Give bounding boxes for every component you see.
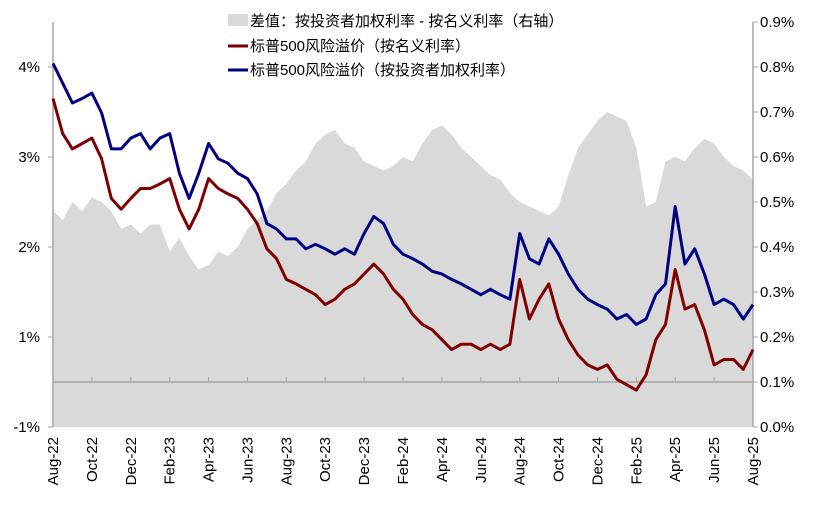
- x-tick-label: Aug-23: [278, 437, 295, 485]
- x-tick-label: Jun-25: [706, 437, 723, 483]
- area-layer: [53, 112, 753, 427]
- right-tick-label: 0.4%: [760, 239, 794, 256]
- legend-label-nominal: 标普500风险溢价（按名义利率）: [250, 38, 470, 55]
- spread-area: [53, 112, 753, 427]
- left-tick-label: 4%: [18, 59, 40, 76]
- x-tick-label: Feb-25: [628, 437, 645, 485]
- x-tick-label: Feb-23: [162, 437, 179, 485]
- x-tick-label: Aug-24: [512, 437, 529, 485]
- x-tick-label: Oct-22: [84, 437, 101, 482]
- x-tick-label: Jun-24: [473, 437, 490, 483]
- x-tick-label: Jun-23: [239, 437, 256, 483]
- x-tick-label: Feb-24: [395, 437, 412, 485]
- right-tick-label: 0.1%: [760, 374, 794, 391]
- right-tick-label: 0.2%: [760, 329, 794, 346]
- x-tick-label: Oct-24: [551, 437, 568, 482]
- right-tick-label: 0.0%: [760, 419, 794, 436]
- weighted-rate-line: [51, 62, 755, 326]
- left-tick-label: -1%: [13, 419, 40, 436]
- left-tick-label: 1%: [18, 329, 40, 346]
- legend-swatch-spread: [228, 14, 248, 26]
- right-tick-label: 0.9%: [760, 14, 794, 31]
- x-tick-label: Dec-23: [356, 437, 373, 485]
- line-layer: [51, 62, 755, 392]
- right-tick-label: 0.6%: [760, 149, 794, 166]
- x-tick-label: Apr-23: [201, 437, 218, 482]
- axes-layer: 4% 3% 2% 1% -1% 0.9% 0.8% 0.7% 0.6% 0.5% 0.4% 0.3% 0…: [13, 14, 794, 485]
- x-tick-label: Dec-24: [589, 437, 606, 485]
- right-tick-label: 0.8%: [760, 59, 794, 76]
- x-tick-label: Apr-24: [434, 437, 451, 482]
- right-tick-label: 0.5%: [760, 194, 794, 211]
- left-tick-label: 2%: [18, 239, 40, 256]
- legend-label-spread: 差值：按投资者加权利率 - 按名义利率（右轴）: [250, 13, 563, 30]
- x-tick-label: Apr-25: [667, 437, 684, 482]
- legend: 差值：按投资者加权利率 - 按名义利率（右轴） 标普500风险溢价（按名义利率）…: [228, 13, 563, 79]
- left-tick-label: 3%: [18, 149, 40, 166]
- x-tick-label: Aug-25: [745, 437, 762, 485]
- nominal-rate-line: [51, 98, 755, 392]
- x-tick-label: Oct-23: [317, 437, 334, 482]
- legend-label-weighted: 标普500风险溢价（按投资者加权利率）: [250, 62, 515, 79]
- x-tick-label: Dec-22: [123, 437, 140, 485]
- right-tick-label: 0.7%: [760, 104, 794, 121]
- right-tick-label: 0.3%: [760, 284, 794, 301]
- x-tick-label: Aug-22: [45, 437, 62, 485]
